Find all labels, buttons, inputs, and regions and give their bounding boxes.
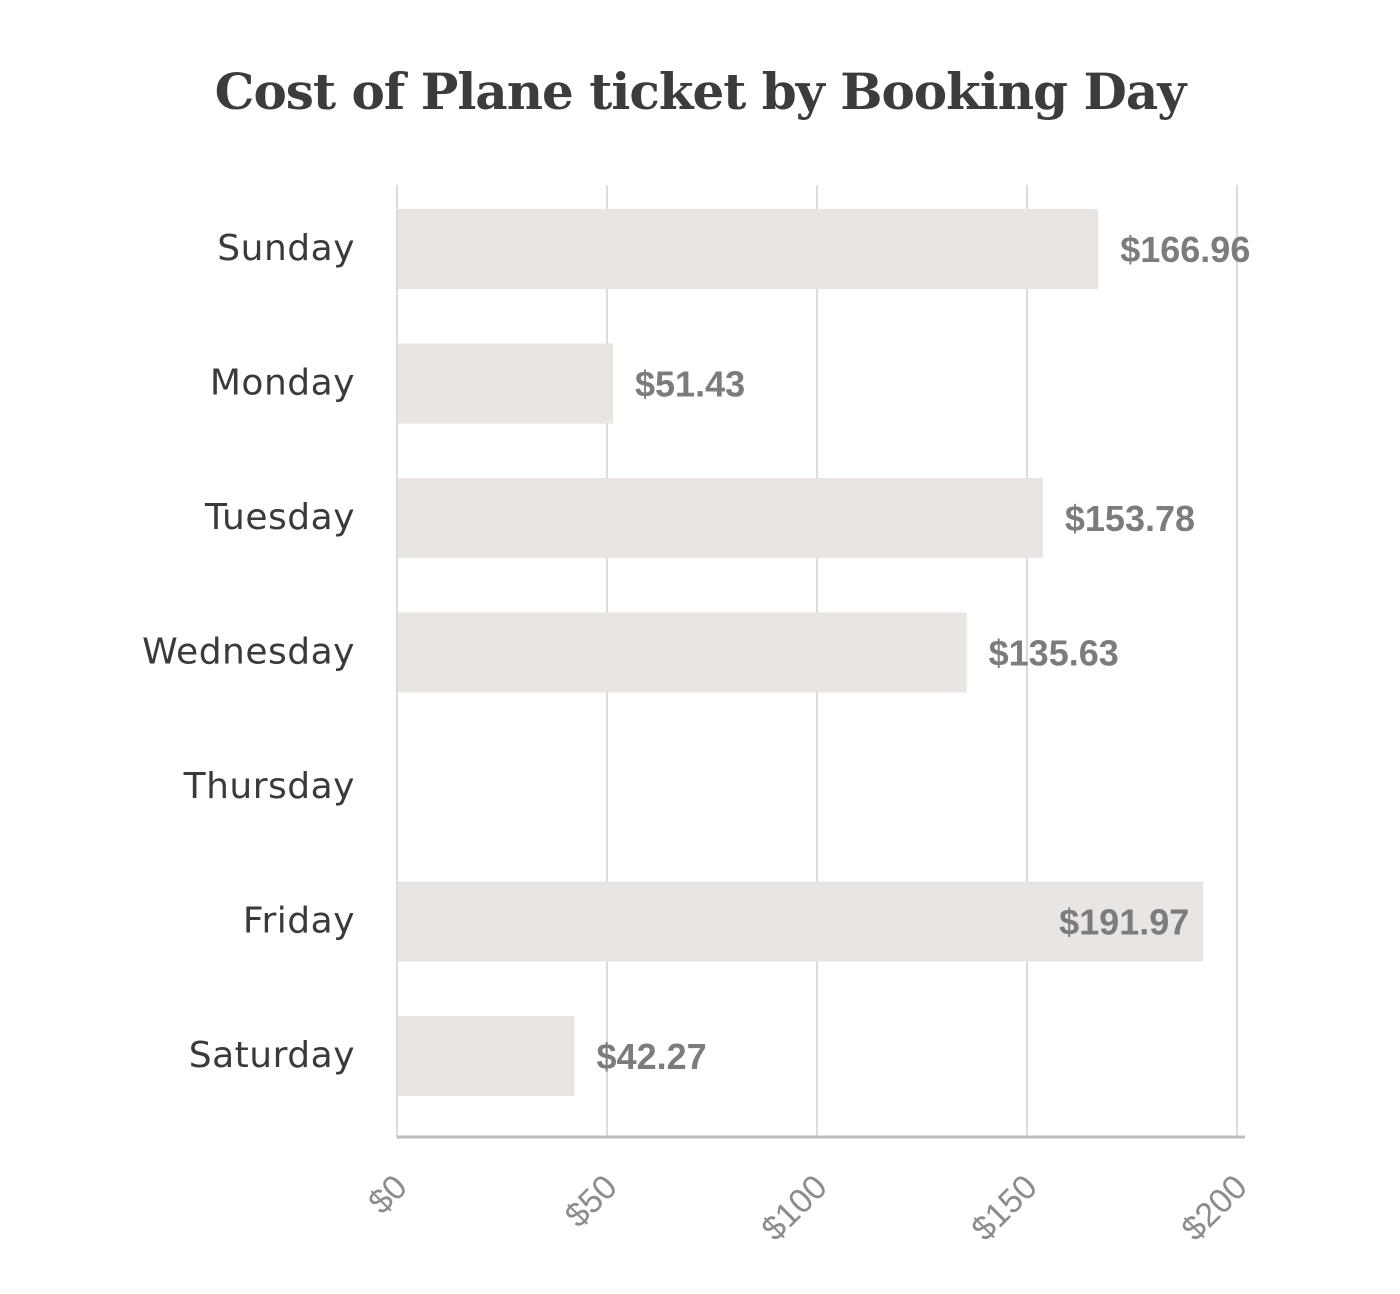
bar (397, 478, 1043, 558)
value-label: $153.78 (1065, 498, 1195, 539)
value-label: $51.43 (635, 364, 745, 405)
category-label: Saturday (189, 1035, 355, 1076)
category-label: Monday (210, 363, 355, 404)
value-label: $191.97 (1059, 902, 1189, 943)
bar (397, 343, 614, 424)
category-label: Tuesday (204, 497, 355, 538)
x-tick-label: $200 (1174, 1168, 1254, 1248)
value-label: $135.63 (989, 633, 1119, 674)
value-label: $166.96 (1120, 229, 1250, 270)
bar (397, 209, 1099, 289)
value-label: $42.27 (597, 1036, 707, 1077)
category-label: Sunday (217, 228, 355, 269)
x-tick-label: $150 (964, 1168, 1044, 1248)
x-tick-label: $100 (754, 1168, 834, 1248)
chart-title: Cost of Plane ticket by Booking Day (214, 62, 1187, 121)
x-tick-label: $0 (361, 1168, 415, 1222)
category-label: Wednesday (142, 632, 355, 673)
bar (397, 1016, 575, 1096)
x-tick-label: $50 (558, 1168, 625, 1235)
bar (397, 612, 967, 693)
category-label: Thursday (183, 766, 355, 807)
category-label: Friday (243, 901, 355, 942)
bar (397, 881, 1204, 962)
